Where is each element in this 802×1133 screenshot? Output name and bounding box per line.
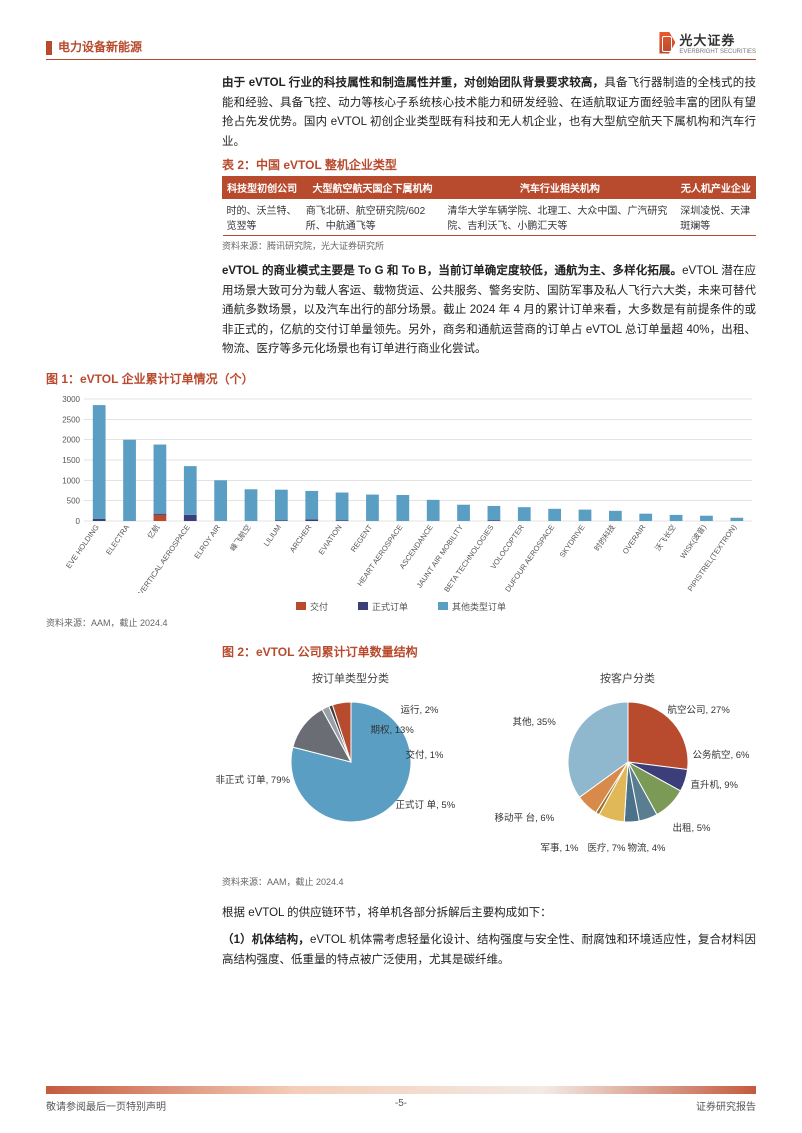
footer-page-number: -5- bbox=[395, 1098, 407, 1113]
table2: 科技型初创公司大型航空航天国企下属机构汽车行业相关机构无人机产业企业 时的、沃兰… bbox=[222, 176, 756, 236]
pie1: 非正式 订单, 79%期权, 13%运行, 2%交付, 1%正式订 单, 5% bbox=[226, 692, 476, 872]
fig2-pies: 按订单类型分类 非正式 订单, 79%期权, 13%运行, 2%交付, 1%正式… bbox=[222, 670, 756, 872]
svg-text:REGENT: REGENT bbox=[349, 523, 375, 554]
paragraph-1: 由于 eVTOL 行业的科技属性和制造属性并重，对创始团队背景要求较高，具备飞行… bbox=[222, 74, 756, 152]
pie-label: 运行, 2% bbox=[401, 702, 439, 716]
legend-item: 正式订单 bbox=[358, 600, 408, 613]
fig1-chart: 0 500 1000 1500 2000 2500 3000 EVE HOLDINGELECT… bbox=[46, 393, 756, 613]
table2-header: 无人机产业企业 bbox=[676, 177, 755, 199]
table2-cell: 清华大学车辆学院、北理工、大众中国、广汽研究院、吉利沃飞、小鹏汇天等 bbox=[443, 199, 676, 236]
table2-source: 资料来源：腾讯研究院，光大证券研究所 bbox=[222, 239, 756, 252]
paragraph-2: eVTOL 的商业模式主要是 To G 和 To B，当前订单确定度较低，通航为… bbox=[222, 262, 756, 360]
legend-item: 其他类型订单 bbox=[438, 600, 506, 613]
pie1-title: 按订单类型分类 bbox=[222, 670, 479, 686]
svg-text:1500: 1500 bbox=[62, 456, 80, 465]
bar-chart-svg: 0 500 1000 1500 2000 2500 3000 EVE HOLDINGELECT… bbox=[46, 393, 756, 593]
pie-label: 出租, 5% bbox=[673, 820, 711, 834]
svg-text:峰飞航空: 峰飞航空 bbox=[227, 522, 252, 552]
fig1-source: 资料来源：AAM，截止 2024.4 bbox=[46, 616, 756, 629]
svg-text:时的科技: 时的科技 bbox=[592, 522, 618, 553]
svg-text:2500: 2500 bbox=[62, 415, 80, 424]
paragraph-4: （1）机体结构，eVTOL 机体需考虑轻量化设计、结构强度与安全性、耐腐蚀和环境… bbox=[222, 931, 756, 970]
header-title: 电力设备新能源 bbox=[58, 38, 659, 55]
legend-swatch bbox=[296, 602, 306, 610]
svg-text:OVERAIR: OVERAIR bbox=[621, 522, 648, 555]
pie-label: 非正式 订单, 79% bbox=[216, 772, 290, 786]
footer-bar bbox=[46, 1086, 756, 1094]
svg-text:WISK(波音): WISK(波音) bbox=[677, 522, 708, 560]
pie-label: 航空公司, 27% bbox=[668, 702, 730, 716]
table2-header: 汽车行业相关机构 bbox=[443, 177, 676, 199]
pie-label: 移动平 台, 6% bbox=[495, 810, 555, 824]
svg-text:SKYDRIVE: SKYDRIVE bbox=[558, 523, 587, 559]
para2-rest: eVTOL 潜在应用场景大致可分为载人客运、载物货运、公共服务、警务安防、国防军… bbox=[222, 265, 756, 355]
fig2-source: 资料来源：AAM，截止 2024.4 bbox=[222, 875, 756, 888]
svg-text:ELECTRA: ELECTRA bbox=[104, 523, 131, 556]
svg-text:VERTICAL AEROSPACE: VERTICAL AEROSPACE bbox=[136, 523, 192, 593]
legend-label: 交付 bbox=[310, 600, 328, 613]
logo-en: EVERBRIGHT SECURITIES bbox=[679, 49, 756, 55]
legend-swatch bbox=[438, 602, 448, 610]
svg-text:ARCHER: ARCHER bbox=[288, 522, 314, 554]
page-footer: 敬请参阅最后一页特别声明 -5- 证券研究报告 bbox=[46, 1086, 756, 1113]
svg-text:500: 500 bbox=[67, 497, 81, 506]
svg-text:EVIATION: EVIATION bbox=[317, 523, 344, 556]
accent-bar bbox=[46, 41, 52, 55]
fig1-legend: 交付 正式订单 其他类型订单 bbox=[46, 600, 756, 613]
pie-label: 直升机, 9% bbox=[691, 777, 739, 791]
svg-text:LILIUM: LILIUM bbox=[262, 523, 283, 548]
legend-swatch bbox=[358, 602, 368, 610]
pie-label: 物流, 4% bbox=[628, 840, 666, 854]
table2-cell: 时的、沃兰特、览翌等 bbox=[223, 199, 302, 236]
fig1-caption: 图 1：eVTOL 企业累计订单情况（个） bbox=[46, 370, 756, 387]
svg-text:0: 0 bbox=[76, 517, 81, 526]
pie-label: 公务航空, 6% bbox=[693, 747, 750, 761]
page-header: 电力设备新能源 光大证券 EVERBRIGHT SECURITIES bbox=[46, 30, 756, 60]
pie-label: 期权, 13% bbox=[371, 722, 414, 736]
fig2-caption: 图 2：eVTOL 公司累计订单数量结构 bbox=[222, 643, 756, 660]
table2-caption: 表 2：中国 eVTOL 整机企业类型 bbox=[222, 156, 756, 173]
pie2: 航空公司, 27% 公务航空, 6% 直升机, 9% 出租, 5% 物流, 4%医疗, … bbox=[503, 692, 753, 872]
table2-cell: 商飞北研、航空研究院/602 所、中航通飞等 bbox=[302, 199, 444, 236]
legend-item: 交付 bbox=[296, 600, 328, 613]
para1-bold: 由于 eVTOL 行业的科技属性和制造属性并重，对创始团队背景要求较高， bbox=[222, 77, 604, 89]
svg-text:3000: 3000 bbox=[62, 395, 80, 404]
table2-header: 科技型初创公司 bbox=[223, 177, 302, 199]
footer-right: 证券研究报告 bbox=[407, 1098, 756, 1113]
logo-cn: 光大证券 bbox=[679, 30, 756, 49]
table2-header: 大型航空航天国企下属机构 bbox=[302, 177, 444, 199]
svg-text:ELROY AIR: ELROY AIR bbox=[192, 522, 222, 560]
svg-text:EVE HOLDING: EVE HOLDING bbox=[64, 523, 101, 570]
legend-label: 其他类型订单 bbox=[452, 600, 506, 613]
footer-left: 敬请参阅最后一页特别声明 bbox=[46, 1098, 395, 1113]
svg-text:2000: 2000 bbox=[62, 436, 80, 445]
legend-label: 正式订单 bbox=[372, 600, 408, 613]
svg-text:1000: 1000 bbox=[62, 476, 80, 485]
para2-bold: eVTOL 的商业模式主要是 To G 和 To B，当前订单确定度较低，通航为… bbox=[222, 265, 682, 277]
pie-label: 医疗, 7% bbox=[588, 840, 626, 854]
pie2-title: 按客户分类 bbox=[499, 670, 756, 686]
svg-text:沃飞长空: 沃飞长空 bbox=[652, 522, 677, 552]
pie-label: 正式订 单, 5% bbox=[396, 797, 456, 811]
para4-bold: （1）机体结构， bbox=[222, 934, 310, 946]
pie-label: 交付, 1% bbox=[406, 747, 444, 761]
pie-label: 其他, 35% bbox=[513, 714, 556, 728]
svg-text:亿航: 亿航 bbox=[145, 522, 162, 540]
table2-cell: 深圳凌悦、天津斑斓等 bbox=[676, 199, 755, 236]
logo-icon bbox=[659, 32, 675, 54]
logo: 光大证券 EVERBRIGHT SECURITIES bbox=[659, 30, 756, 55]
pie-label: 军事, 1% bbox=[541, 840, 579, 854]
paragraph-3: 根据 eVTOL 的供应链环节，将单机各部分拆解后主要构成如下： bbox=[222, 904, 756, 924]
